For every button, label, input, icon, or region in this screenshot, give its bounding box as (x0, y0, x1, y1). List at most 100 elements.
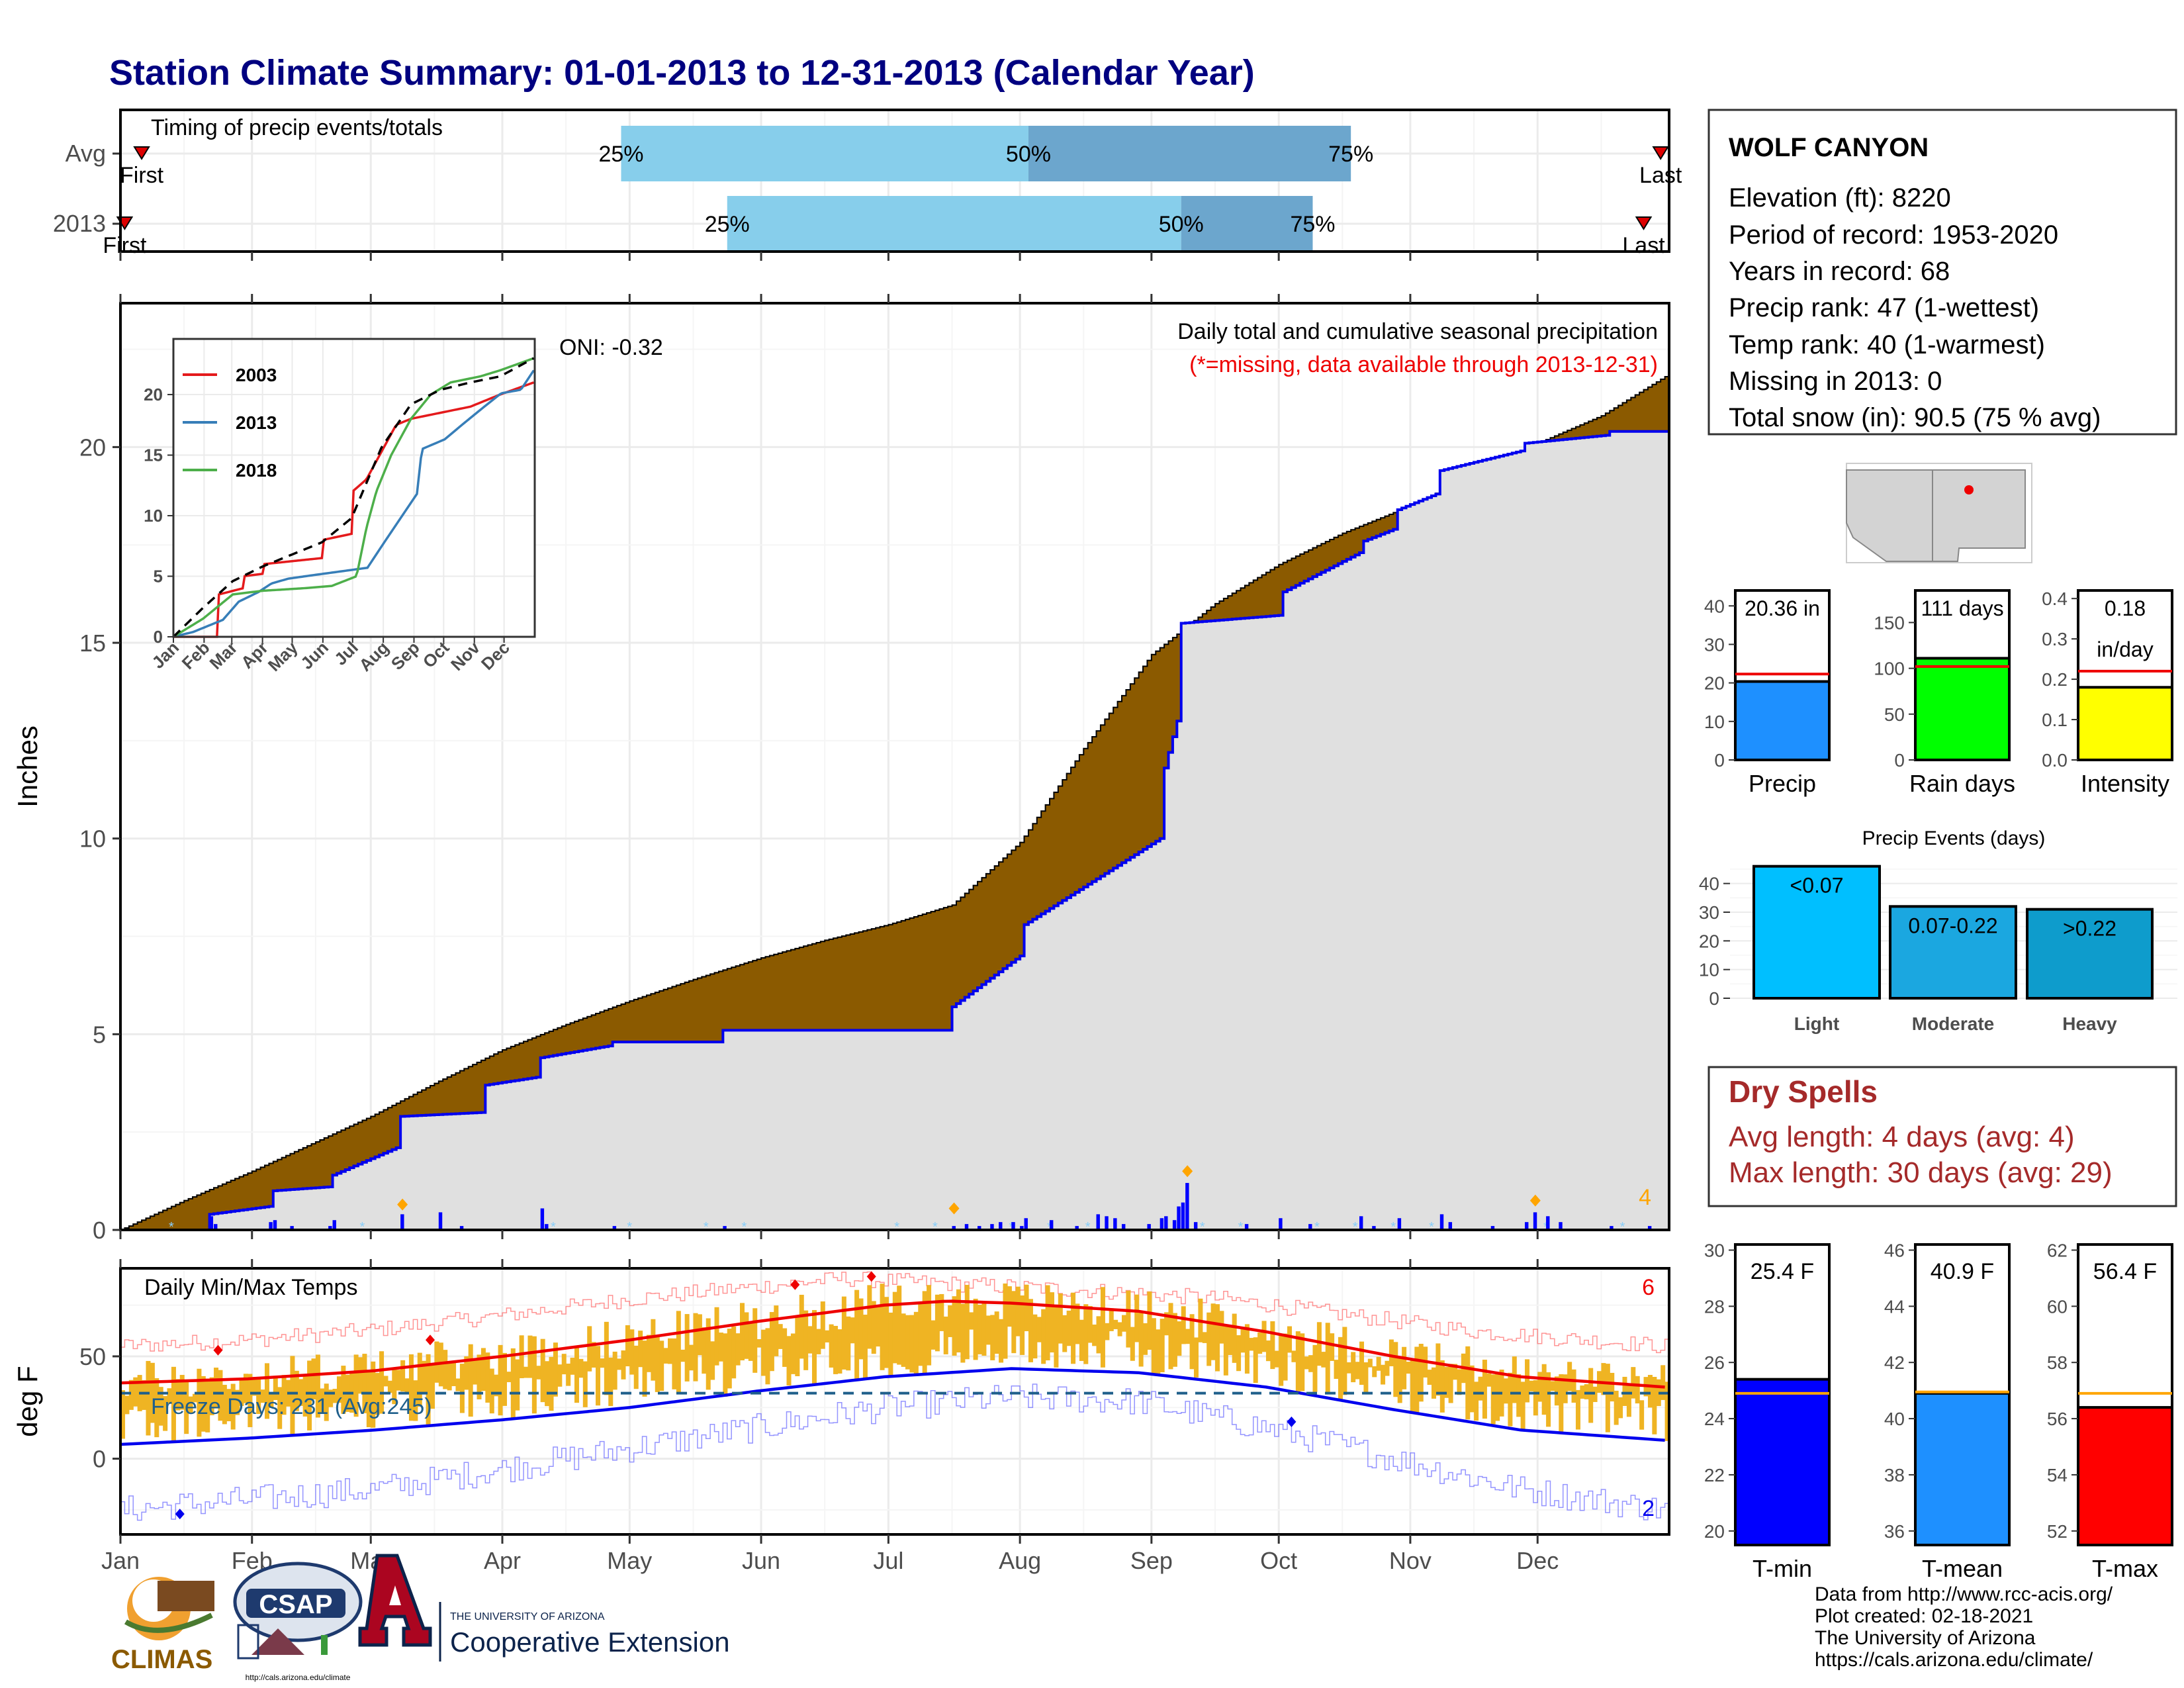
daily-temp-bar (625, 1325, 630, 1367)
month-tick-label: Sep (1130, 1547, 1173, 1574)
timing-label-75: 75% (1290, 212, 1335, 237)
daily-precip-bar (1525, 1222, 1529, 1230)
summary-bar-y-tick: 0.3 (2042, 629, 2068, 649)
summary-bar-value (2077, 686, 2173, 762)
precip-y-axis-label: Inches (12, 726, 43, 808)
precip-events-y-tick: 20 (1699, 931, 1719, 951)
temps-y-tick-label: 50 (79, 1343, 106, 1370)
daily-temp-bar (1126, 1290, 1131, 1348)
precip-event-bar-label: 0.07-0.22 (1908, 914, 1997, 937)
daily-temp-bar (1355, 1362, 1360, 1380)
daily-temp-bar (621, 1350, 626, 1380)
daily-temp-bar (1007, 1286, 1012, 1327)
daily-precip-bar (545, 1224, 549, 1230)
record-high-marker (426, 1335, 435, 1346)
inset-frame (172, 338, 536, 638)
timing-frame (119, 109, 1670, 253)
extreme-precip-marker (948, 1202, 960, 1215)
daily-temp-bar (990, 1315, 995, 1360)
daily-temp-bar (171, 1366, 176, 1442)
daily-temp-bar (175, 1379, 181, 1411)
temp-bar-value-label: 40.9 F (1931, 1259, 1994, 1284)
precip-event-category: Moderate (1912, 1013, 1994, 1034)
daily-temp-bar (150, 1362, 155, 1423)
daily-precip-bar (1359, 1216, 1363, 1230)
daily-temp-bar (332, 1388, 338, 1403)
daily-temp-bar (981, 1302, 987, 1356)
inset-average-line (172, 357, 535, 638)
daily-temp-bar (1100, 1287, 1105, 1368)
daily-temp-bar (353, 1354, 359, 1417)
daily-temp-bar (1406, 1362, 1411, 1374)
daily-temp-bar (913, 1311, 919, 1374)
temp-bar-category-label: T-max (2092, 1555, 2158, 1582)
daily-temp-bar (387, 1380, 392, 1393)
daily-temp-bar (803, 1310, 809, 1370)
daily-temp-bar (128, 1380, 134, 1410)
month-tick-label: Oct (1260, 1547, 1297, 1574)
daily-temp-bar (1465, 1346, 1471, 1420)
temp-bar-value (1914, 1391, 2011, 1546)
daily-temp-bar (948, 1305, 953, 1337)
record-low-count: 2 (1642, 1496, 1655, 1521)
daily-temp-bar (748, 1323, 753, 1361)
daily-temp-bar (1418, 1343, 1424, 1402)
daily-temp-bar (1134, 1294, 1140, 1342)
timing-panel: 25% 50% 75% First Last Avg 25% 50% 75% First Last 2… (53, 109, 1682, 261)
extreme-precip-marker (397, 1198, 408, 1211)
daily-temp-bar (1050, 1292, 1055, 1353)
trace-marker: * (933, 1220, 938, 1235)
temp-bar-y-tick: 56 (2047, 1409, 2068, 1429)
daily-temp-bar (608, 1357, 614, 1407)
temp-bar-y-tick: 38 (1884, 1465, 1905, 1485)
precip-events-y-tick: 30 (1699, 902, 1719, 923)
timing-last-marker (1652, 146, 1669, 160)
daily-temp-bar (1151, 1318, 1156, 1374)
daily-temp-bar (1431, 1367, 1436, 1399)
daily-temp-bar (939, 1293, 944, 1331)
trace-marker: * (1238, 1220, 1244, 1235)
timing-first-label: First (103, 233, 147, 258)
precip-event-category: Heavy (2062, 1013, 2117, 1034)
daily-temp-bar (1435, 1343, 1441, 1396)
daily-temp-bar (1444, 1366, 1449, 1398)
daily-temp-bar (426, 1354, 431, 1426)
daily-temp-bar (1588, 1368, 1594, 1423)
daily-temp-bar (1359, 1341, 1365, 1385)
station-line-temp-rank: Temp rank: 40 (1-warmest) (1729, 330, 2045, 359)
daily-precip-bar (1546, 1216, 1550, 1230)
daily-precip-bar (540, 1208, 545, 1230)
precip-extreme-count: 4 (1639, 1185, 1651, 1210)
temp-bar-y-tick: 36 (1884, 1521, 1905, 1542)
daily-temp-bar (1160, 1319, 1165, 1373)
month-tick-label: May (607, 1547, 652, 1574)
daily-temp-bar (273, 1377, 278, 1400)
daily-temp-bar (1601, 1363, 1606, 1395)
daily-temp-bar (1325, 1323, 1330, 1394)
daily-precip-bar (1024, 1218, 1028, 1230)
daily-temp-bar (782, 1328, 788, 1367)
temperature-panel: 0 50 deg F Daily Min/Max Temps Freeze Days: … (12, 1259, 1670, 1544)
university-of-arizona-logo: THE UNIVERSITY OF ARIZONA Cooperative Ex… (358, 1554, 730, 1662)
daily-temp-bar (1308, 1355, 1314, 1372)
trace-marker: * (1620, 1220, 1625, 1235)
temp-bar-y-tick: 22 (1704, 1465, 1725, 1485)
daily-temp-bar (269, 1393, 274, 1408)
daily-temp-bar (752, 1308, 758, 1373)
daily-temp-bar (604, 1321, 609, 1395)
daily-temp-bar (1083, 1304, 1089, 1364)
precip-event-bar (1752, 865, 1881, 1000)
daily-temp-bar (434, 1341, 439, 1383)
daily-temp-bar (1279, 1335, 1284, 1386)
freeze-days-label: Freeze Days: 231 (Avg:245) (151, 1394, 432, 1419)
dry-spells-max: Max length: 30 days (avg: 29) (1729, 1156, 2113, 1189)
daily-temp-bar (973, 1298, 978, 1360)
daily-temp-bar (880, 1284, 885, 1370)
daily-temp-bar (549, 1356, 554, 1411)
daily-precip-bar (273, 1220, 277, 1230)
daily-temp-bar (705, 1318, 711, 1390)
summary-bar-value (1914, 657, 2011, 762)
precip-event-bar (2026, 908, 2154, 1000)
record-max-line (120, 1271, 1669, 1354)
daily-temp-bar (1580, 1385, 1585, 1399)
